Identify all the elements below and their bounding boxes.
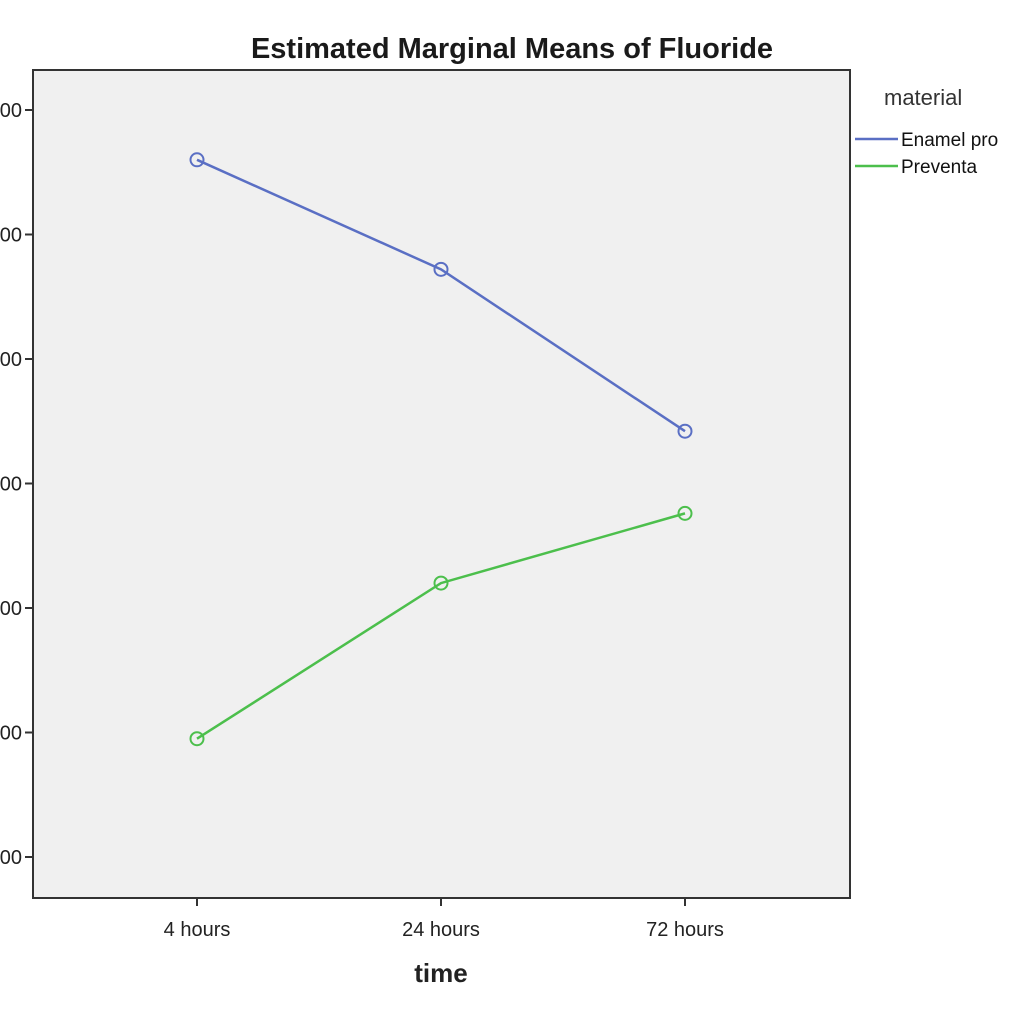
- y-tick-label: 00: [0, 349, 22, 371]
- y-tick-label: 00: [0, 723, 22, 745]
- y-tick-label: 00: [0, 474, 22, 496]
- series-line-0: [196, 158, 686, 433]
- plot-area: [32, 69, 851, 899]
- x-axis: 4 hours 24 hours 72 hours: [164, 898, 724, 941]
- data-point: [433, 575, 449, 591]
- series-layer: [189, 152, 693, 747]
- data-point: [677, 423, 693, 439]
- y-tick-label: 00: [0, 100, 22, 122]
- y-tick-label: 00: [0, 598, 22, 620]
- x-axis-label: time: [414, 958, 467, 988]
- y-tick-label: 00: [0, 847, 22, 869]
- data-point: [433, 261, 449, 277]
- data-point: [189, 152, 205, 168]
- y-tick-label: 00: [0, 225, 22, 247]
- series-line-1: [196, 512, 686, 740]
- y-axis: 00 00 00 00 00 00 00: [0, 100, 33, 869]
- legend-label: Preventa: [901, 157, 977, 178]
- data-point: [189, 731, 205, 747]
- legend: material Enamel pro Preventa: [855, 85, 998, 178]
- x-tick-label: 72 hours: [646, 919, 724, 941]
- legend-label: Enamel pro: [901, 130, 998, 151]
- legend-title: material: [884, 85, 962, 110]
- x-tick-label: 24 hours: [402, 919, 480, 941]
- chart-title: Estimated Marginal Means of Fluoride: [251, 33, 773, 65]
- x-tick-label: 4 hours: [164, 919, 231, 941]
- data-point: [677, 505, 693, 521]
